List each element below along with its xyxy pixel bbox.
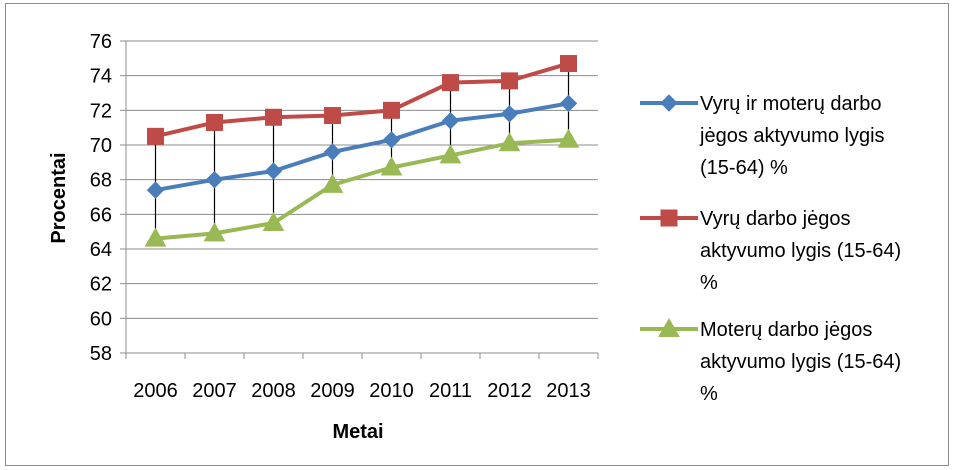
y-tick-label: 70 — [90, 135, 112, 157]
diamond-marker — [660, 94, 678, 112]
x-tick-label: 2010 — [369, 380, 414, 402]
square-marker — [265, 108, 282, 126]
x-tick-label: 2007 — [192, 380, 237, 402]
square-marker — [206, 113, 223, 131]
diamond-marker — [500, 105, 519, 123]
x-tick-label: 2011 — [429, 380, 472, 402]
square-marker — [324, 107, 341, 125]
x-tick-label: 2008 — [251, 380, 296, 402]
y-tick-label: 66 — [90, 204, 112, 226]
square-marker — [442, 74, 459, 92]
legend-item-2: Vyrų darbo jėgos aktyvumo lygis (15-64)% — [640, 208, 901, 294]
triangle-marker — [262, 211, 285, 231]
triangle-marker — [144, 227, 167, 247]
diamond-marker — [264, 162, 283, 180]
square-marker — [147, 127, 164, 145]
triangle-marker — [498, 132, 521, 152]
legend-label-line: aktyvumo lygis (15-64) — [700, 240, 901, 262]
diamond-marker — [323, 143, 342, 161]
legend-label-line: aktyvumo lygis (15-64) — [700, 351, 901, 373]
y-tick-label: 74 — [90, 66, 112, 88]
square-marker — [660, 209, 678, 227]
x-tick-labels: 2006 2007 2008 2009 2010 2011 2012 2013 — [133, 380, 591, 402]
axes — [120, 40, 599, 359]
y-tick-label: 62 — [90, 274, 112, 296]
triangle-marker — [203, 222, 226, 242]
legend-label-line: Vyrų darbo jėgos — [700, 208, 850, 230]
legend-item-3: Moterų darbo jėgos aktyvumo lygis (15-64)… — [640, 317, 901, 405]
y-tick-label: 58 — [90, 343, 112, 365]
legend-label-line: (15-64) % — [700, 157, 788, 179]
triangle-marker — [658, 317, 680, 337]
series-line-1 — [155, 101, 569, 193]
diamond-marker — [559, 94, 578, 113]
y-tick-label: 68 — [90, 170, 112, 192]
diamond-marker — [441, 112, 460, 130]
square-marker — [560, 55, 577, 73]
x-tick-label: 2006 — [133, 380, 178, 402]
diamond-marker — [146, 181, 165, 199]
legend-label-line: jėgos aktyvumo lygis — [699, 125, 885, 147]
triangle-marker — [439, 144, 462, 164]
legend-label-line: % — [700, 272, 718, 294]
y-tick-labels: 58 60 62 64 66 68 70 72 74 76 — [90, 31, 112, 365]
legend-label-line: Moterų darbo jėgos — [700, 319, 872, 341]
legend-item-1: Vyrų ir moterų darbo jėgos aktyvumo lygis… — [640, 93, 885, 179]
series-lines — [155, 61, 570, 241]
square-marker — [501, 72, 518, 90]
x-tick-label: 2012 — [487, 380, 532, 402]
diamond-marker — [205, 170, 224, 189]
triangle-marker — [321, 173, 344, 193]
gridlines — [126, 40, 598, 319]
x-axis-title: Metai — [332, 421, 383, 443]
x-tick-label: 2013 — [546, 380, 591, 402]
legend-label-line: % — [700, 383, 718, 405]
legend-label-line: Vyrų ir moterų darbo — [700, 93, 882, 115]
x-tick-label: 2009 — [310, 380, 355, 402]
square-marker — [383, 101, 400, 119]
legend: Vyrų ir moterų darbo jėgos aktyvumo lygis… — [640, 93, 901, 405]
y-tick-label: 76 — [90, 31, 112, 53]
triangle-marker — [380, 156, 403, 176]
y-tick-label: 72 — [90, 100, 112, 122]
triangle-marker — [557, 128, 580, 148]
y-axis-title: Procentai — [48, 152, 70, 243]
y-tick-label: 64 — [90, 239, 112, 261]
series-line-2 — [155, 61, 570, 139]
series-markers — [144, 55, 580, 247]
series-line-3 — [155, 137, 569, 241]
y-tick-label: 60 — [90, 308, 112, 330]
diamond-marker — [382, 131, 401, 149]
